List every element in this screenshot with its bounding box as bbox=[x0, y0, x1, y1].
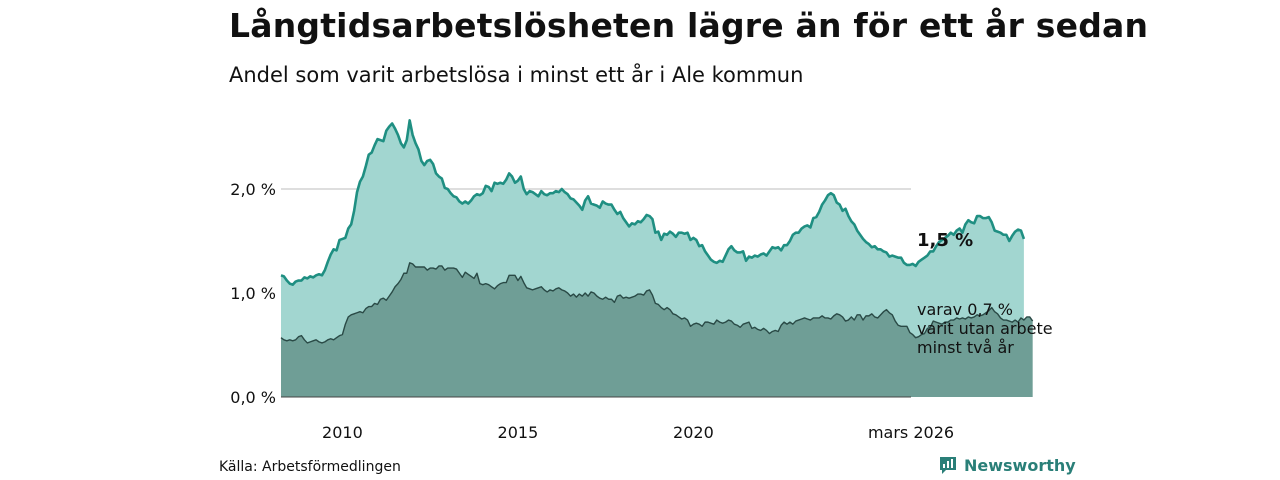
newsworthy-logo-icon bbox=[940, 457, 956, 474]
x-tick-label: 2020 bbox=[673, 423, 714, 442]
end-label-sub-line: varit utan arbete bbox=[917, 319, 1053, 338]
end-label-main: 1,5 % bbox=[917, 230, 973, 251]
area-layer bbox=[280, 119, 1034, 398]
series-line-2 bbox=[280, 262, 1034, 344]
y-tick-label: 0,0 % bbox=[230, 388, 276, 407]
chart-title: Långtidsarbetslösheten lägre än för ett … bbox=[229, 6, 1149, 45]
brand-name: Newsworthy bbox=[964, 455, 1076, 475]
end-label-sub-line: varav 0,7 % bbox=[917, 300, 1013, 319]
chart-subtitle: Andel som varit arbetslösa i minst ett å… bbox=[229, 63, 804, 87]
axis-layer: 0,0 % 1,0 % 2,0 % 2010 2015 2020 mars 2026 bbox=[230, 180, 954, 442]
source-note: Källa: Arbetsförmedlingen bbox=[219, 459, 401, 475]
y-tick-label: 2,0 % bbox=[230, 180, 276, 199]
end-label-sub-line: minst två år bbox=[917, 338, 1014, 357]
series-line-1 bbox=[280, 119, 1026, 286]
series-area-2 bbox=[281, 262, 1033, 397]
x-tick-label: mars 2026 bbox=[868, 423, 954, 442]
y-tick-label: 1,0 % bbox=[230, 284, 276, 303]
x-tick-label: 2015 bbox=[498, 423, 539, 442]
brand-logo: Newsworthy bbox=[938, 455, 1076, 475]
x-tick-label: 2010 bbox=[322, 423, 363, 442]
